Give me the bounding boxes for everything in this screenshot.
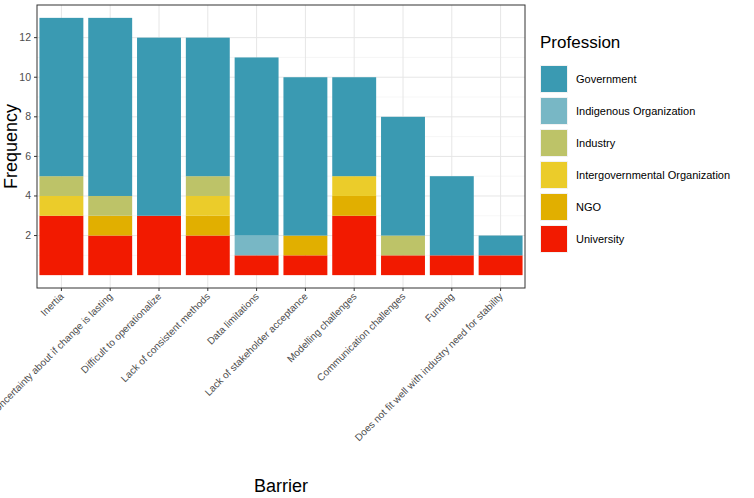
bar-segment <box>186 196 230 216</box>
legend-label: Government <box>576 73 637 85</box>
bar-segment <box>479 255 523 275</box>
bar-segment <box>39 216 83 275</box>
legend-key <box>541 162 567 188</box>
x-tick <box>61 288 62 291</box>
legend-key-bg <box>540 97 568 125</box>
x-tick-label: Communication challenges <box>315 291 408 384</box>
bar-segment <box>332 77 376 176</box>
bar-segment <box>88 236 132 276</box>
legend-key <box>541 194 567 220</box>
y-tick-label: 2 <box>25 229 31 241</box>
bar-segment <box>137 38 181 216</box>
legend-key <box>541 66 567 92</box>
x-tick <box>403 288 404 291</box>
legend-key <box>541 98 567 124</box>
y-tick-label: 6 <box>25 150 31 162</box>
bar-segment <box>283 77 327 235</box>
legend-key <box>541 226 567 252</box>
bar-segment <box>88 18 132 196</box>
bar-segment <box>332 196 376 216</box>
bars <box>39 18 522 275</box>
x-tick <box>305 288 306 291</box>
y-tick <box>34 116 37 117</box>
x-tick <box>159 288 160 291</box>
legend-key <box>541 130 567 156</box>
legend-key-bg <box>540 193 568 221</box>
legend-label: Intergovernmental Organization <box>576 169 730 181</box>
legend-key-bg <box>540 161 568 189</box>
bar-segment <box>381 117 425 236</box>
x-tick <box>500 288 501 291</box>
legend-label: NGO <box>576 201 602 213</box>
bar-segment <box>235 236 279 256</box>
plot-border <box>37 5 525 288</box>
bar-segment <box>39 18 83 176</box>
legend-title: Profession <box>540 33 620 52</box>
plot-background <box>37 5 525 288</box>
y-tick <box>34 195 37 196</box>
x-tick-label: Lack of consistent methods <box>119 291 212 384</box>
y-axis-title: Frequency <box>1 104 21 189</box>
x-tick-label: Difficult to operationalize <box>79 290 164 375</box>
bar-segment <box>332 216 376 275</box>
y-tick <box>34 77 37 78</box>
x-tick-label: Data limitations <box>205 291 261 347</box>
legend-key-bg <box>540 129 568 157</box>
y-tick-label: 12 <box>19 31 31 43</box>
bar-segment <box>235 57 279 235</box>
bar-segment <box>381 236 425 256</box>
legend-label: University <box>576 233 625 245</box>
bar-segment <box>479 236 523 256</box>
x-tick-label: Does not fit well with industry need for… <box>353 291 505 443</box>
x-axis-title: Barrier <box>254 476 308 496</box>
bar-segment <box>88 196 132 216</box>
bar-segment <box>283 255 327 275</box>
x-tick <box>451 288 452 291</box>
x-tick <box>256 288 257 291</box>
y-tick <box>34 156 37 157</box>
chart: 24681012InertiaUncertainty about if chan… <box>0 0 754 498</box>
y-tick-label: 8 <box>25 110 31 122</box>
x-tick <box>207 288 208 291</box>
bar-segment <box>332 176 376 196</box>
x-tick-label: Lack of stakeholder acceptance <box>203 290 311 398</box>
y-tick-label: 4 <box>25 189 31 201</box>
y-tick-label: 10 <box>19 71 31 83</box>
y-tick <box>34 37 37 38</box>
bar-segment <box>137 216 181 275</box>
bar-segment <box>430 176 474 255</box>
bar-segment <box>88 216 132 236</box>
bar-segment <box>186 216 230 236</box>
legend-label: Industry <box>576 137 616 149</box>
bar-segment <box>39 176 83 196</box>
bar-segment <box>39 196 83 216</box>
bar-segment <box>186 176 230 196</box>
legend-key-bg <box>540 65 568 93</box>
bar-segment <box>430 255 474 275</box>
bar-segment <box>283 236 327 256</box>
x-tick <box>110 288 111 291</box>
x-tick-label: Inertia <box>38 290 66 318</box>
bar-segment <box>381 255 425 275</box>
legend-label: Indigenous Organization <box>576 105 695 117</box>
bar-segment <box>186 38 230 177</box>
legend-key-bg <box>540 225 568 253</box>
x-tick <box>354 288 355 291</box>
bar-segment <box>186 236 230 276</box>
y-tick <box>34 235 37 236</box>
bar-segment <box>235 255 279 275</box>
x-tick-label: Funding <box>423 291 456 324</box>
